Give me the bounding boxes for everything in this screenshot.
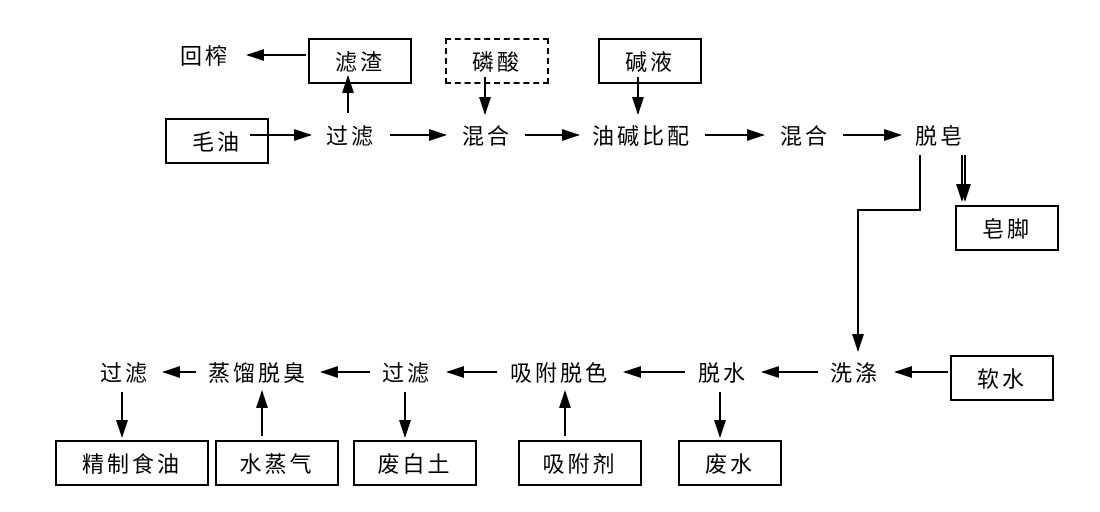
node-jingzhishiyou: 精制食油	[55, 440, 209, 486]
node-label: 回榨	[180, 39, 230, 71]
node-label: 皂脚	[982, 212, 1032, 244]
node-label: 过滤	[100, 356, 150, 388]
node-tuoshui: 脱水	[688, 355, 758, 389]
node-label: 滤渣	[335, 45, 385, 77]
node-xifutuose: 吸附脱色	[500, 355, 620, 389]
node-label: 废白土	[377, 447, 452, 479]
node-feishui: 废水	[678, 440, 782, 486]
node-label: 脱皂	[915, 119, 965, 151]
node-tuozao: 脱皂	[905, 118, 975, 152]
node-label: 废水	[705, 447, 755, 479]
node-shuizhengqi: 水蒸气	[215, 440, 339, 486]
edges-layer	[0, 0, 1100, 512]
flowchart-canvas: 回榨滤渣磷酸碱液毛油过滤混合油碱比配混合脱皂皂脚过滤蒸馏脱臭过滤吸附脱色脱水洗涤…	[0, 0, 1100, 512]
node-zaojiao: 皂脚	[955, 205, 1059, 251]
node-zhengliutuochou: 蒸馏脱臭	[198, 355, 318, 389]
node-guolv3: 过滤	[90, 355, 160, 389]
node-label: 洗涤	[830, 356, 880, 388]
node-label: 油碱比配	[592, 119, 692, 151]
node-luzha: 滤渣	[308, 38, 412, 84]
node-guolv2: 过滤	[372, 355, 442, 389]
node-label: 碱液	[625, 45, 675, 77]
node-xidi: 洗涤	[820, 355, 890, 389]
edge-tuozao-xidi	[858, 155, 920, 350]
node-label: 毛油	[192, 125, 242, 157]
node-label: 混合	[780, 119, 830, 151]
node-label: 软水	[977, 362, 1027, 394]
node-xifuji: 吸附剂	[518, 440, 642, 486]
node-label: 混合	[462, 119, 512, 151]
node-label: 磷酸	[472, 45, 522, 77]
node-maoyu: 毛油	[165, 118, 269, 164]
node-label: 过滤	[382, 356, 432, 388]
node-label: 过滤	[326, 119, 376, 151]
node-label: 蒸馏脱臭	[208, 356, 308, 388]
node-ruanshui: 软水	[950, 355, 1054, 401]
node-feibaitu: 废白土	[353, 440, 477, 486]
node-jianye: 碱液	[598, 38, 702, 84]
node-label: 吸附剂	[542, 447, 617, 479]
node-huizha: 回榨	[170, 38, 240, 72]
node-hunhe2: 混合	[770, 118, 840, 152]
node-guolv1: 过滤	[316, 118, 386, 152]
node-youjianbipei: 油碱比配	[582, 118, 702, 152]
node-label: 脱水	[698, 356, 748, 388]
node-linsuan: 磷酸	[445, 38, 549, 84]
node-label: 水蒸气	[239, 447, 314, 479]
node-label: 吸附脱色	[510, 356, 610, 388]
node-hunhe1: 混合	[452, 118, 522, 152]
node-label: 精制食油	[82, 447, 182, 479]
